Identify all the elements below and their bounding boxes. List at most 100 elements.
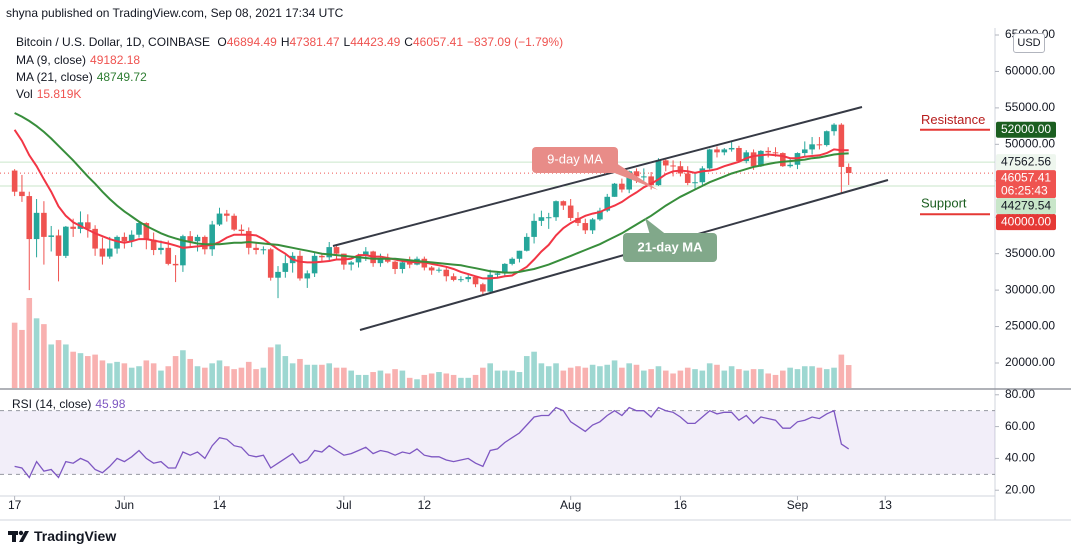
volume-bar: [399, 370, 406, 388]
volume-bar: [838, 354, 845, 388]
candle-body: [48, 235, 55, 237]
ma9-legend: MA (9, close) 49182.18: [16, 53, 144, 67]
ohlc-prefix: L: [343, 35, 351, 49]
volume-bar: [319, 364, 325, 388]
volume-bar: [662, 370, 669, 388]
candle-body: [750, 152, 757, 167]
ohlc-prefix: O: [217, 35, 227, 49]
candle-body: [172, 263, 179, 266]
candle-body: [392, 261, 398, 269]
candle-body: [436, 269, 442, 271]
volume-bar: [26, 298, 33, 388]
price-label-box: [996, 121, 1056, 138]
callout-text: 9-day MA: [547, 151, 603, 166]
volume-bar: [180, 350, 186, 388]
legend-name: MA (21, close): [16, 70, 93, 84]
volume-bar: [421, 374, 428, 388]
callout-box: [532, 147, 618, 173]
volume-bar: [216, 360, 223, 388]
candle-body: [260, 249, 267, 251]
volume-bar: [589, 364, 596, 388]
candle-body: [816, 144, 823, 146]
volume-bar: [443, 373, 450, 388]
rsi-band: [0, 410, 995, 475]
volume-bar: [721, 370, 728, 388]
candle-body: [450, 276, 457, 280]
candle-body: [311, 255, 318, 274]
candle-body: [809, 144, 815, 150]
x-tick-label: 13: [879, 498, 893, 512]
candle-body: [150, 239, 157, 251]
y-tick-label: 35000.00: [1005, 246, 1055, 260]
candle-body: [267, 249, 274, 278]
volume-bar: [414, 379, 420, 388]
currency-badge: USD: [1013, 33, 1045, 53]
volume-bar: [465, 377, 472, 388]
volume-bar: [428, 373, 435, 388]
symbol-title: Bitcoin / U.S. Dollar, 1D, COINBASE: [16, 35, 211, 49]
candle-body: [487, 274, 493, 292]
volume-bar: [670, 373, 676, 388]
volume-bar: [363, 374, 369, 388]
candle-body: [333, 247, 340, 254]
symbol-legend: Bitcoin / U.S. Dollar, 1D, COINBASE O468…: [16, 35, 571, 49]
ohlc-open: 46894.49: [226, 35, 277, 49]
candle-body: [202, 236, 208, 250]
y-tick-label: 55000.00: [1005, 100, 1055, 114]
volume-bar: [538, 363, 545, 388]
volume-bar: [19, 329, 25, 388]
ma-line: [13, 129, 849, 280]
volume-bar: [33, 318, 40, 388]
resistance-label: Resistance: [921, 112, 985, 127]
candle-body: [99, 248, 106, 257]
volume-bar: [311, 364, 318, 388]
legend-name: MA (9, close): [16, 53, 87, 67]
y-tick-label: 25000.00: [1005, 319, 1055, 333]
candle-body: [509, 258, 515, 264]
candle-body: [758, 150, 764, 167]
price-label-box: [996, 198, 1056, 215]
ma21-callout: 21-day MA: [623, 218, 717, 262]
candle-body: [41, 212, 47, 237]
rsi-legend: RSI (14, close) 45.98: [12, 397, 129, 411]
candle-body: [304, 273, 311, 279]
candle-body: [780, 153, 786, 167]
candle-body: [523, 236, 530, 251]
legend-name: RSI (14, close): [12, 397, 92, 411]
callout-text: 21-day MA: [637, 239, 703, 254]
candle-body: [538, 217, 545, 221]
brand-name: TradingView: [34, 528, 117, 544]
y-tick-label: 50000.00: [1005, 137, 1055, 151]
price-label-text: 46057.41: [1001, 170, 1051, 184]
candle-body: [443, 269, 450, 277]
price-label-box: [996, 154, 1056, 171]
volume-bar: [714, 364, 720, 388]
legend-value: 45.98: [95, 397, 126, 411]
candle-body: [399, 262, 406, 269]
volume-bar: [641, 370, 647, 388]
callout-arrow: [612, 163, 658, 190]
volume-bar: [450, 374, 457, 388]
volume-bar: [48, 344, 55, 388]
volume-bar: [202, 367, 208, 388]
volume-bar: [224, 366, 230, 388]
candle-body: [92, 228, 98, 249]
price-label-text: 52000.00: [1001, 122, 1051, 136]
volume-bar: [809, 366, 815, 388]
legend-value: 48749.72: [96, 70, 147, 84]
candle-body: [180, 236, 186, 266]
volume-bar: [92, 354, 98, 388]
volume-bar: [677, 370, 684, 388]
candle-body: [253, 247, 259, 251]
volume-bar: [267, 347, 274, 388]
volume-bar: [516, 372, 523, 388]
volume-bar: [743, 370, 750, 388]
ohlc-low: 44423.49: [350, 35, 401, 49]
candle-body: [516, 250, 523, 259]
volume-bar: [99, 360, 106, 388]
candle-body: [326, 247, 333, 258]
volume-bar: [165, 366, 172, 388]
volume-bar: [384, 373, 391, 388]
